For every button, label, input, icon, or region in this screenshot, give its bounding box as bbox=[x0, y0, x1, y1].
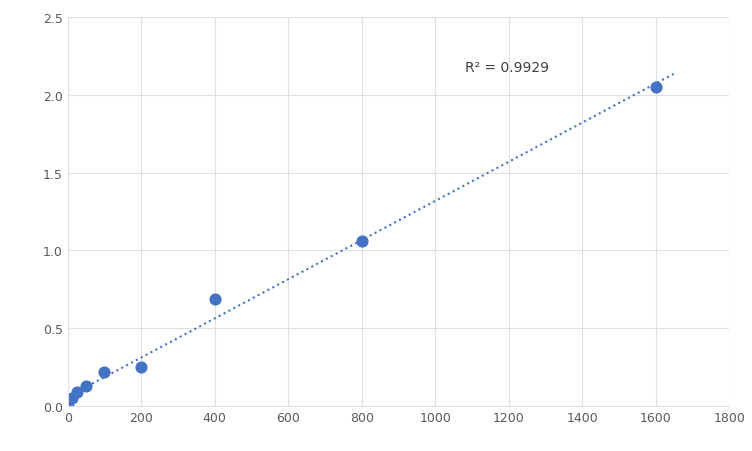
Text: R² = 0.9929: R² = 0.9929 bbox=[465, 61, 549, 75]
Point bbox=[66, 395, 78, 402]
Point bbox=[650, 84, 662, 92]
Point bbox=[80, 382, 92, 389]
Point bbox=[99, 368, 111, 375]
Point bbox=[71, 388, 83, 396]
Point bbox=[209, 295, 221, 303]
Point bbox=[62, 402, 74, 410]
Point bbox=[135, 364, 147, 371]
Point bbox=[356, 238, 368, 245]
